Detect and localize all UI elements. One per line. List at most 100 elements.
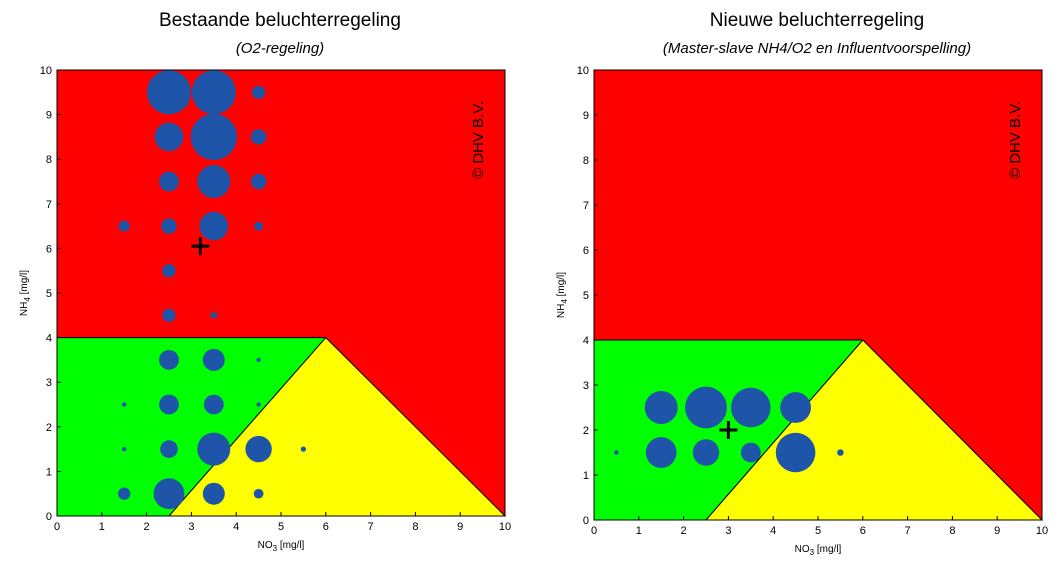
left-y-tick-label: 9 [46, 110, 52, 122]
left-bubble-point [300, 446, 307, 452]
left-bubble-point [254, 221, 263, 231]
right-x-tick-label: 4 [770, 525, 776, 537]
left-y-tick-label: 5 [46, 288, 52, 300]
left-bubble-point [202, 348, 225, 371]
left-y-axis-label: NH4 [mg/l] [19, 270, 32, 316]
right-x-tick-label: 1 [636, 525, 642, 537]
right-x-axis-label: NO3 [mg/l] [795, 544, 842, 557]
right-plus-marker [719, 421, 738, 439]
left-x-tick-label: 8 [412, 521, 418, 533]
left-y-tick-label: 6 [46, 243, 52, 255]
right-y-tick-label: 2 [583, 425, 589, 437]
right-y-tick-label: 10 [577, 65, 589, 77]
left-x-tick-label: 5 [278, 521, 284, 533]
right-y-axis-label: NH4 [mg/l] [556, 272, 569, 318]
left-bubble-point [210, 312, 218, 319]
left-y-tick-label: 4 [46, 333, 52, 345]
left-bubble-point [160, 440, 178, 458]
left-bubble-point [197, 165, 231, 198]
left-bubble-point [122, 446, 127, 452]
left-bubble-point [118, 220, 130, 232]
right-x-tick-label: 8 [949, 525, 955, 537]
right-chart-title: Nieuwe beluchterregeling [709, 10, 925, 31]
left-x-tick-label: 4 [233, 521, 239, 533]
right-x-tick-label: 10 [1036, 525, 1048, 537]
left-bubble-point [118, 487, 131, 500]
left-y-tick-label: 0 [46, 511, 52, 523]
left-bubble-point [256, 402, 261, 407]
right-bubble-point [685, 386, 727, 429]
left-bubble-point [250, 129, 267, 145]
right-x-tick-label: 9 [994, 525, 1000, 537]
right-y-tick-label: 8 [583, 155, 589, 167]
left-x-tick-label: 9 [457, 521, 463, 533]
right-y-tick-label: 7 [583, 200, 589, 212]
right-bubble-point [731, 387, 771, 428]
left-bubble-point [250, 173, 267, 190]
left-bubble-point [159, 394, 179, 415]
right-bubble-point [780, 392, 811, 423]
right-x-tick-label: 7 [905, 525, 911, 537]
left-x-tick-label: 3 [188, 521, 194, 533]
left-bubble-point [253, 488, 264, 499]
left-copyright-watermark: © DHV B.V. [470, 101, 487, 179]
right-x-tick-label: 2 [681, 525, 687, 537]
left-x-tick-label: 7 [368, 521, 374, 533]
right-x-tick-label: 5 [815, 525, 821, 537]
right-chart-subtitle: (Master-slave NH4/O2 en Influentvoorspel… [662, 40, 972, 57]
right-bubble-point [692, 439, 720, 466]
right-y-tick-label: 6 [583, 245, 589, 257]
left-bubble-point [199, 211, 229, 241]
left-x-tick-label: 6 [323, 521, 329, 533]
right-y-tick-label: 1 [583, 470, 589, 482]
left-bubble-point [162, 264, 176, 278]
left-bubble-point [161, 218, 177, 234]
left-bubble-point [202, 482, 225, 505]
left-x-axis-label: NO3 [mg/l] [258, 540, 305, 553]
right-y-tick-label: 9 [583, 110, 589, 122]
left-y-tick-label: 3 [46, 377, 52, 389]
left-bubble-point [147, 70, 191, 115]
right-bubble-point [837, 449, 844, 456]
left-bubble-point [256, 357, 261, 363]
left-y-tick-label: 10 [40, 65, 52, 77]
right-y-tick-label: 0 [583, 515, 589, 527]
left-y-tick-label: 7 [46, 199, 52, 211]
right-y-tick-label: 4 [583, 335, 589, 347]
left-bubble-point [197, 432, 231, 466]
right-y-tick-label: 3 [583, 380, 589, 392]
left-chart-title: Bestaande beluchterregeling [159, 10, 401, 31]
right-copyright-watermark: © DHV B.V. [1007, 101, 1024, 179]
left-bubble-point [154, 122, 184, 152]
left-bubble-point [245, 435, 272, 463]
left-bubble-point [153, 478, 185, 510]
left-bubble-point [203, 394, 224, 415]
left-bubble-point [159, 171, 179, 192]
right-x-tick-label: 0 [591, 525, 597, 537]
right-bubble-point [644, 391, 678, 424]
right-bubble-point [614, 450, 619, 455]
left-x-tick-label: 10 [499, 521, 511, 533]
left-x-tick-label: 2 [144, 521, 150, 533]
left-y-tick-label: 8 [46, 154, 52, 166]
left-x-tick-label: 1 [99, 521, 105, 533]
left-plus-marker [191, 237, 210, 256]
left-chart-subtitle: (O2-regeling) [235, 40, 325, 57]
left-bubble-point [159, 350, 179, 370]
right-x-tick-label: 3 [725, 525, 731, 537]
right-x-tick-label: 6 [860, 525, 866, 537]
left-bubble-point [191, 70, 236, 115]
right-bubble-point [645, 437, 677, 468]
left-y-tick-label: 2 [46, 422, 52, 434]
right-y-tick-label: 5 [583, 290, 589, 302]
left-y-tick-label: 1 [46, 466, 52, 478]
left-bubble-point [252, 85, 266, 99]
left-bubble-point [190, 113, 237, 160]
right-bubble-point [775, 432, 816, 473]
left-x-tick-label: 0 [54, 521, 60, 533]
right-bubble-point [740, 442, 761, 463]
left-bubble-point [162, 308, 176, 322]
left-bubble-point [122, 402, 127, 407]
